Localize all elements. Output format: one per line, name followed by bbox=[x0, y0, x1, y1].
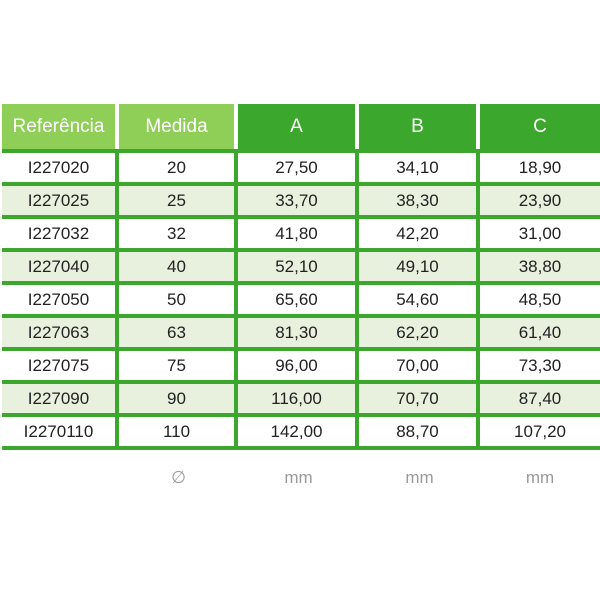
cell-medida: 32 bbox=[119, 219, 238, 252]
cell-a: 52,10 bbox=[238, 252, 359, 285]
table-row: I227040 40 52,10 49,10 38,80 bbox=[2, 252, 600, 285]
unit-c: mm bbox=[525, 468, 555, 487]
cell-referencia: I227090 bbox=[2, 384, 119, 417]
cell-c: 18,90 bbox=[480, 149, 600, 186]
cell-c: 61,40 bbox=[480, 318, 600, 351]
cell-b: 54,60 bbox=[359, 285, 480, 318]
table-row: I227025 25 33,70 38,30 23,90 bbox=[2, 186, 600, 219]
cell-referencia: I2270110 bbox=[2, 417, 119, 450]
table-header-row: Referência Medida A B C bbox=[2, 104, 600, 149]
cell-medida: 75 bbox=[119, 351, 238, 384]
cell-a: 41,80 bbox=[238, 219, 359, 252]
header-medida: Medida bbox=[119, 104, 238, 149]
cell-c: 73,30 bbox=[480, 351, 600, 384]
cell-b: 88,70 bbox=[359, 417, 480, 450]
header-b: B bbox=[359, 104, 480, 149]
cell-a: 116,00 bbox=[238, 384, 359, 417]
cell-b: 70,00 bbox=[359, 351, 480, 384]
cell-referencia: I227020 bbox=[2, 149, 119, 186]
table-row: I227075 75 96,00 70,00 73,30 bbox=[2, 351, 600, 384]
cell-referencia: I227063 bbox=[2, 318, 119, 351]
cell-a: 142,00 bbox=[238, 417, 359, 450]
cell-b: 38,30 bbox=[359, 186, 480, 219]
cell-a: 81,30 bbox=[238, 318, 359, 351]
dimensions-table: Referência Medida A B C I227020 20 27,50… bbox=[2, 104, 600, 450]
cell-b: 70,70 bbox=[359, 384, 480, 417]
cell-c: 107,20 bbox=[480, 417, 600, 450]
table-row: I227050 50 65,60 54,60 48,50 bbox=[2, 285, 600, 318]
cell-c: 23,90 bbox=[480, 186, 600, 219]
table-row: I227063 63 81,30 62,20 61,40 bbox=[2, 318, 600, 351]
cell-referencia: I227032 bbox=[2, 219, 119, 252]
header-referencia: Referência bbox=[2, 104, 119, 149]
table-row: I227020 20 27,50 34,10 18,90 bbox=[2, 149, 600, 186]
cell-a: 96,00 bbox=[238, 351, 359, 384]
unit-referencia bbox=[2, 462, 119, 494]
cell-a: 33,70 bbox=[238, 186, 359, 219]
cell-medida: 20 bbox=[119, 149, 238, 186]
table-row: I227032 32 41,80 42,20 31,00 bbox=[2, 219, 600, 252]
cell-b: 49,10 bbox=[359, 252, 480, 285]
cell-medida: 40 bbox=[119, 252, 238, 285]
diameter-symbol: ∅ bbox=[171, 468, 186, 487]
cell-a: 27,50 bbox=[238, 149, 359, 186]
cell-medida: 90 bbox=[119, 384, 238, 417]
header-c: C bbox=[480, 104, 600, 149]
table-row: I227090 90 116,00 70,70 87,40 bbox=[2, 384, 600, 417]
cell-referencia: I227040 bbox=[2, 252, 119, 285]
cell-b: 34,10 bbox=[359, 149, 480, 186]
cell-referencia: I227075 bbox=[2, 351, 119, 384]
units-row: ∅ mm mm mm bbox=[2, 462, 600, 494]
cell-a: 65,60 bbox=[238, 285, 359, 318]
cell-medida: 25 bbox=[119, 186, 238, 219]
cell-c: 87,40 bbox=[480, 384, 600, 417]
cell-c: 48,50 bbox=[480, 285, 600, 318]
table-row: I2270110 110 142,00 88,70 107,20 bbox=[2, 417, 600, 450]
cell-b: 42,20 bbox=[359, 219, 480, 252]
cell-referencia: I227050 bbox=[2, 285, 119, 318]
header-a: A bbox=[238, 104, 359, 149]
cell-medida: 50 bbox=[119, 285, 238, 318]
unit-a: mm bbox=[284, 468, 313, 487]
cell-c: 38,80 bbox=[480, 252, 600, 285]
cell-medida: 63 bbox=[119, 318, 238, 351]
cell-c: 31,00 bbox=[480, 219, 600, 252]
cell-referencia: I227025 bbox=[2, 186, 119, 219]
unit-b: mm bbox=[405, 468, 434, 487]
cell-b: 62,20 bbox=[359, 318, 480, 351]
cell-medida: 110 bbox=[119, 417, 238, 450]
